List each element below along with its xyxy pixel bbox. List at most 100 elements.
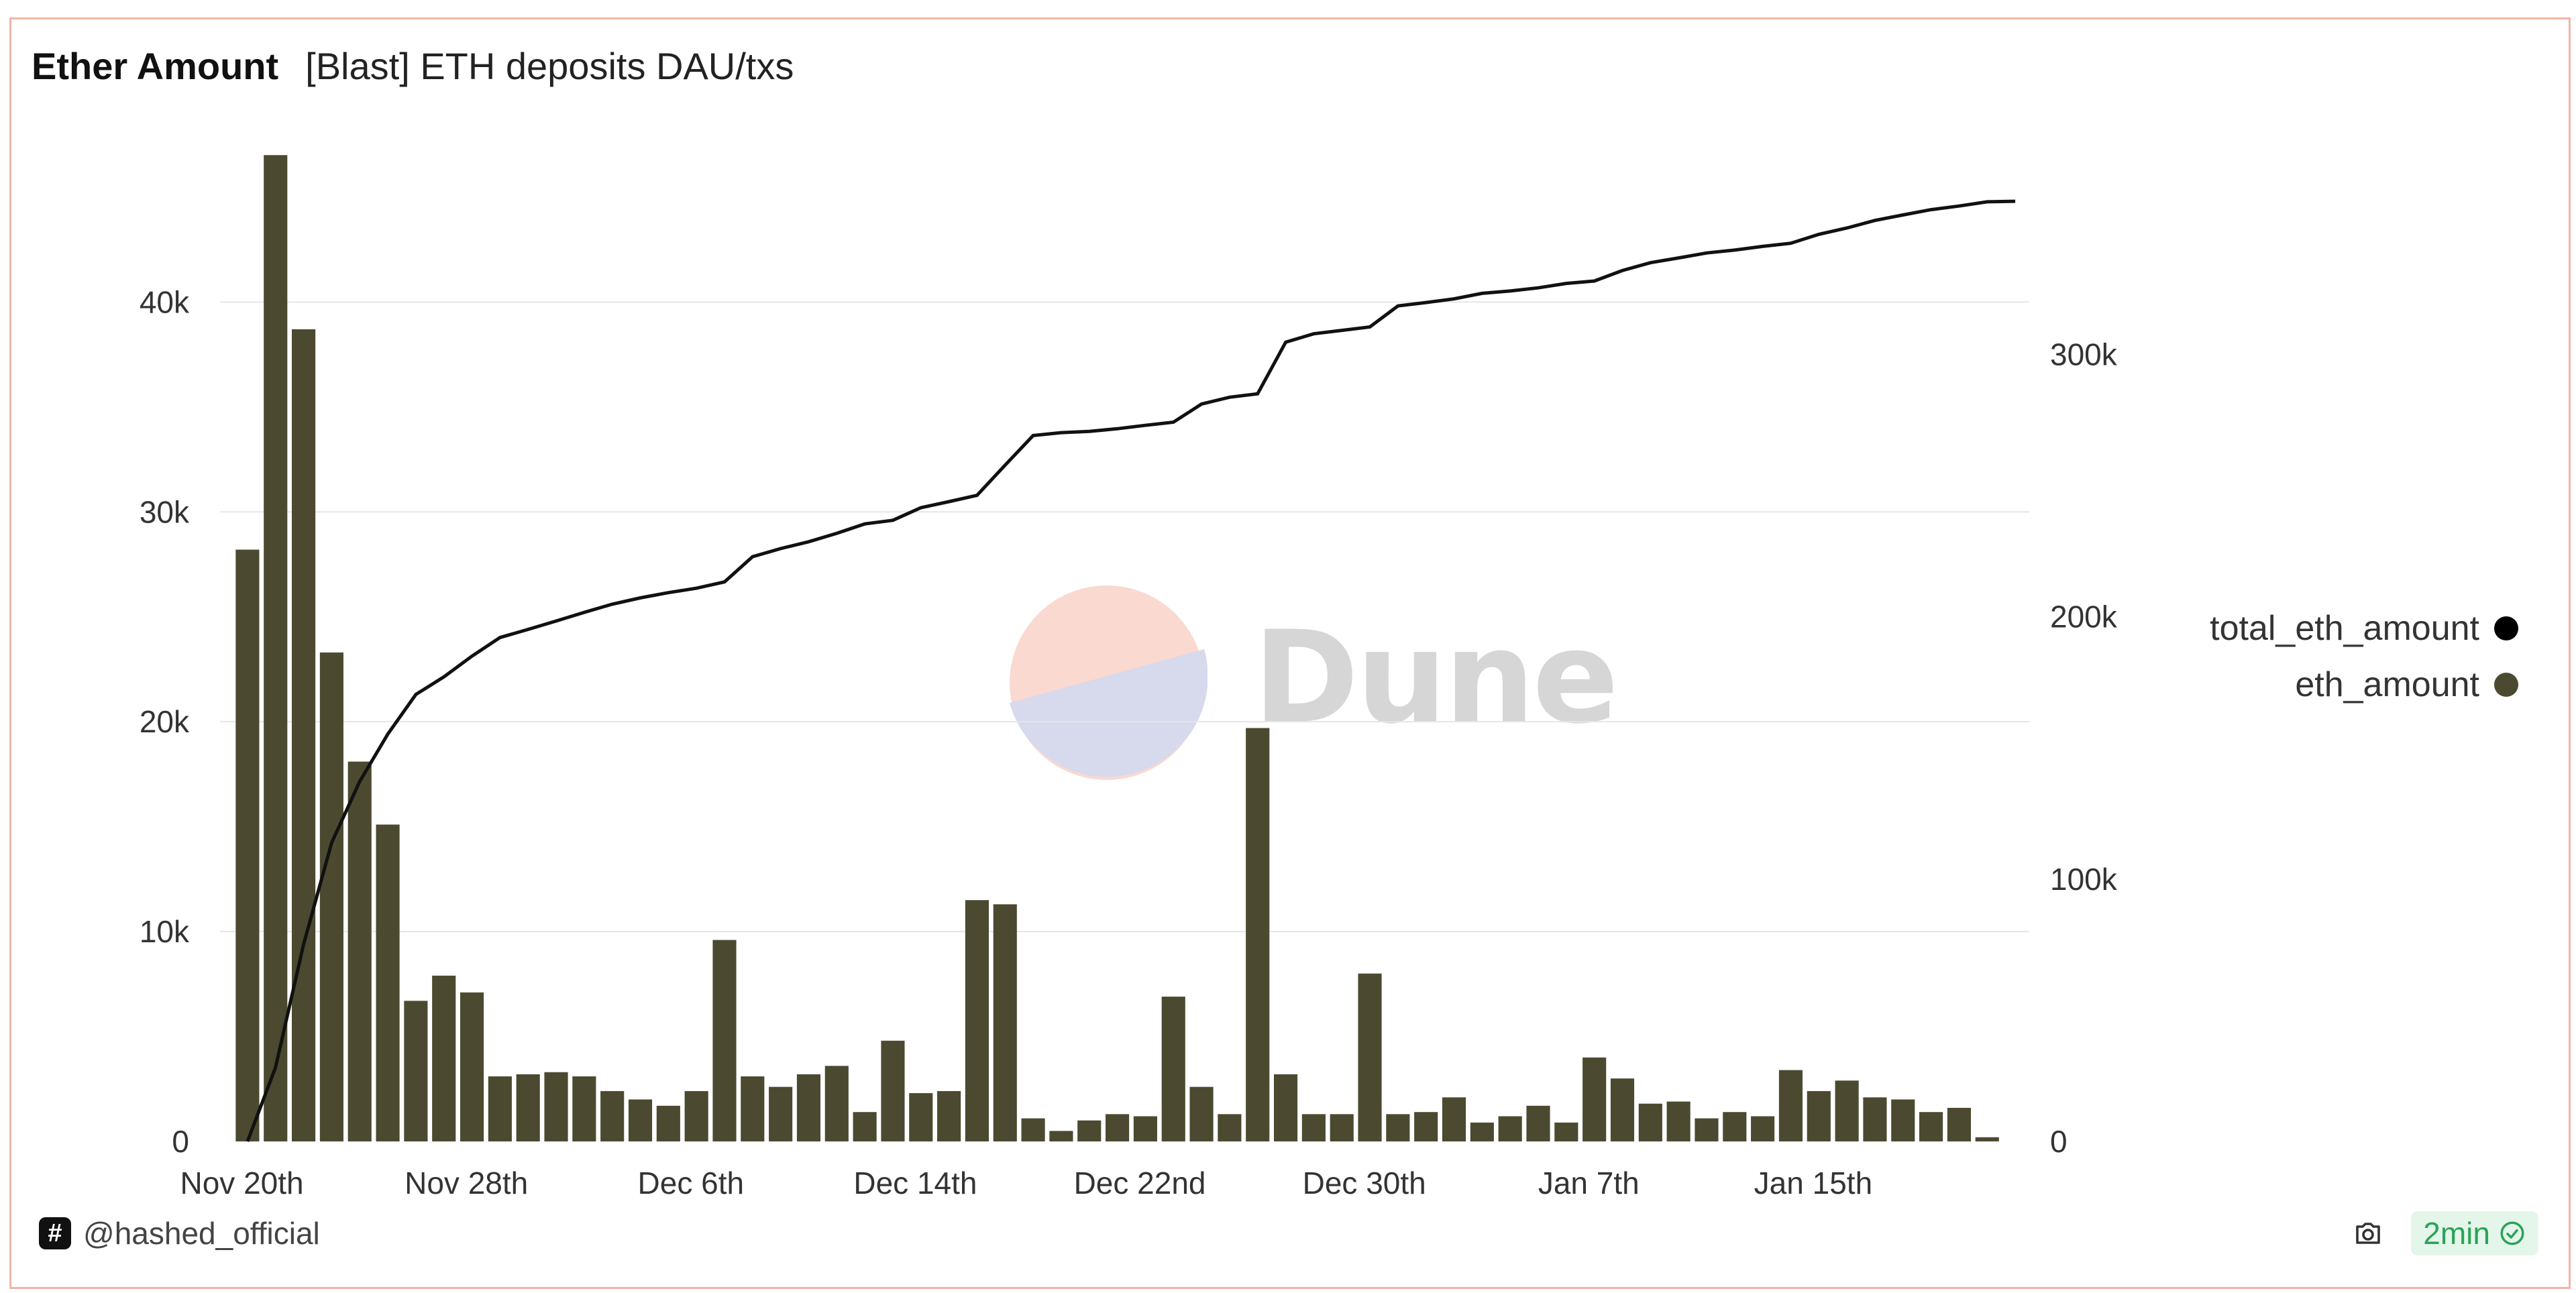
y-left-tick-label: 10k	[140, 914, 190, 949]
bar[interactable]	[1863, 1097, 1887, 1141]
bar[interactable]	[1470, 1122, 1494, 1141]
bar[interactable]	[292, 329, 316, 1142]
bar[interactable]	[376, 824, 400, 1141]
x-axis: Nov 20th Nov 28th Dec 6th Dec 14th Dec 22nd D…	[180, 1166, 1872, 1200]
bar[interactable]	[1442, 1097, 1466, 1141]
bar[interactable]	[881, 1040, 905, 1141]
bar[interactable]	[965, 900, 989, 1141]
bar[interactable]	[1891, 1099, 1915, 1141]
bar[interactable]	[1975, 1137, 1999, 1141]
y-axis-left: 0 10k 20k 30k 40k	[140, 284, 190, 1159]
footer-author[interactable]: # @hashed_official	[39, 1215, 320, 1251]
bar[interactable]	[1947, 1107, 1971, 1141]
bar[interactable]	[600, 1090, 625, 1141]
y-right-tick-label: 0	[2050, 1124, 2068, 1159]
bar[interactable]	[769, 1086, 793, 1141]
bar[interactable]	[909, 1093, 933, 1141]
legend-item-total-eth-amount[interactable]: total_eth_amount	[2210, 600, 2518, 657]
x-tick-label: Dec 30th	[1303, 1166, 1426, 1200]
chart-header: Ether Amount [Blast] ETH deposits DAU/txs	[32, 44, 794, 88]
bar[interactable]	[432, 975, 456, 1141]
x-tick-label: Jan 7th	[1538, 1166, 1640, 1200]
bar[interactable]	[1358, 973, 1382, 1141]
footer-actions: 2min	[2352, 1211, 2538, 1255]
watermark-text: Dune	[1253, 604, 1619, 752]
bar[interactable]	[319, 652, 343, 1141]
bar[interactable]	[1161, 997, 1185, 1141]
bar[interactable]	[1778, 1070, 1803, 1141]
bar[interactable]	[1526, 1105, 1550, 1141]
bar[interactable]	[1835, 1080, 1859, 1141]
y-right-tick-label: 300k	[2050, 337, 2118, 372]
x-tick-label: Jan 15th	[1754, 1166, 1872, 1200]
bar[interactable]	[796, 1074, 821, 1141]
bar[interactable]	[404, 1001, 428, 1141]
bar[interactable]	[1218, 1114, 1242, 1141]
bar[interactable]	[1386, 1114, 1410, 1141]
bar[interactable]	[264, 155, 288, 1142]
bar[interactable]	[235, 549, 260, 1141]
y-left-tick-label: 20k	[140, 704, 190, 739]
bar[interactable]	[628, 1099, 653, 1141]
bar[interactable]	[1695, 1118, 1719, 1141]
bar[interactable]	[1554, 1122, 1578, 1141]
x-tick-label: Nov 20th	[180, 1166, 303, 1200]
bar[interactable]	[937, 1090, 961, 1141]
bar[interactable]	[741, 1076, 765, 1141]
y-right-tick-label: 200k	[2050, 600, 2118, 634]
legend-label: total_eth_amount	[2210, 609, 2479, 648]
line-series-total-eth-amount	[246, 199, 2016, 1142]
bar[interactable]	[1919, 1112, 1943, 1141]
bar[interactable]	[1582, 1057, 1607, 1141]
legend-dot-black	[2494, 616, 2518, 640]
bar[interactable]	[1638, 1103, 1662, 1141]
bar[interactable]	[347, 761, 372, 1141]
bar[interactable]	[1106, 1114, 1130, 1141]
x-tick-label: Dec 22nd	[1074, 1166, 1206, 1200]
gridlines	[220, 301, 2029, 933]
x-tick-label: Nov 28th	[405, 1166, 528, 1200]
refresh-badge[interactable]: 2min	[2411, 1211, 2538, 1255]
bar[interactable]	[460, 992, 484, 1141]
camera-icon[interactable]	[2352, 1217, 2384, 1249]
check-badge-icon	[2500, 1221, 2524, 1245]
bar[interactable]	[1246, 728, 1270, 1141]
bar[interactable]	[1414, 1112, 1438, 1141]
legend-dot-olive	[2494, 673, 2518, 697]
bar[interactable]	[572, 1076, 596, 1141]
bar[interactable]	[1807, 1090, 1831, 1141]
y-right-tick-label: 100k	[2050, 862, 2118, 897]
bar[interactable]	[684, 1090, 708, 1141]
bar[interactable]	[1021, 1118, 1045, 1141]
x-tick-label: Dec 14th	[853, 1166, 977, 1200]
hash-icon: #	[39, 1217, 71, 1249]
bar[interactable]	[1751, 1116, 1775, 1141]
chart-title: Ether Amount	[32, 45, 279, 87]
y-left-tick-label: 40k	[140, 284, 190, 319]
bar[interactable]	[1723, 1112, 1747, 1141]
bar[interactable]	[656, 1105, 680, 1141]
bar[interactable]	[1666, 1101, 1690, 1141]
bar[interactable]	[853, 1112, 877, 1141]
dune-logo-icon	[1010, 585, 1208, 780]
bar[interactable]	[824, 1066, 849, 1141]
bar[interactable]	[544, 1072, 568, 1141]
y-left-tick-label: 30k	[140, 494, 190, 529]
bar[interactable]	[516, 1074, 540, 1141]
y-left-tick-label: 0	[172, 1124, 189, 1159]
bar[interactable]	[1610, 1078, 1635, 1141]
bar[interactable]	[488, 1076, 512, 1141]
bar[interactable]	[1301, 1114, 1326, 1141]
bar[interactable]	[1498, 1116, 1522, 1141]
legend-item-eth-amount[interactable]: eth_amount	[2210, 657, 2518, 713]
bar[interactable]	[712, 940, 737, 1141]
bar[interactable]	[1273, 1074, 1298, 1141]
bar[interactable]	[1330, 1114, 1354, 1141]
bar[interactable]	[1077, 1120, 1102, 1141]
author-handle: @hashed_official	[83, 1216, 320, 1251]
bar[interactable]	[1049, 1131, 1073, 1141]
bar[interactable]	[1189, 1086, 1214, 1141]
bar[interactable]	[993, 904, 1017, 1141]
bar[interactable]	[1133, 1116, 1157, 1141]
